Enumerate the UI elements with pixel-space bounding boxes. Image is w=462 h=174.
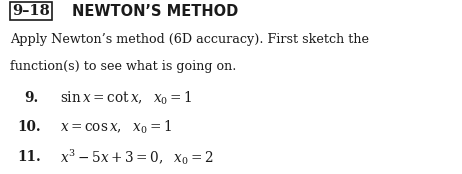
Text: $\sin x = \cot x, \ \ x_0 = 1$: $\sin x = \cot x, \ \ x_0 = 1$ <box>60 90 193 107</box>
Text: Apply Newton’s method (6D accuracy). First sketch the: Apply Newton’s method (6D accuracy). Fir… <box>10 33 369 46</box>
Text: function(s) to see what is going on.: function(s) to see what is going on. <box>10 61 237 73</box>
Text: NEWTON’S METHOD: NEWTON’S METHOD <box>72 4 238 19</box>
Text: 9.: 9. <box>24 91 38 105</box>
Text: $x^3 - 5x + 3 = 0, \ \ x_0 = 2$: $x^3 - 5x + 3 = 0, \ \ x_0 = 2$ <box>60 148 214 167</box>
Text: 9–18: 9–18 <box>12 4 50 18</box>
Text: $x = \cos x, \ \ x_0 = 1$: $x = \cos x, \ \ x_0 = 1$ <box>60 118 172 136</box>
Text: 10.: 10. <box>18 120 41 134</box>
Text: 11.: 11. <box>18 151 41 164</box>
